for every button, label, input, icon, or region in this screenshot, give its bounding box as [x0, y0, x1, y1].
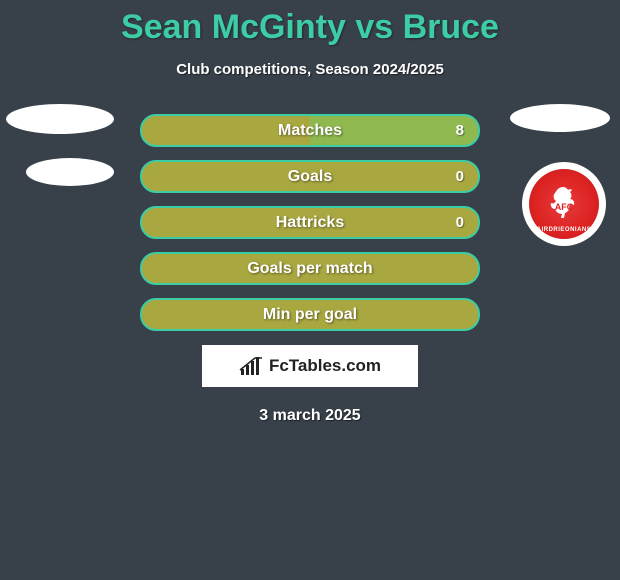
stat-right-goals: 0 — [456, 168, 464, 185]
page-title: Sean McGinty vs Bruce — [0, 0, 620, 47]
stat-label-goals: Goals — [288, 168, 332, 186]
generation-date: 3 march 2025 — [0, 407, 620, 425]
player-left-ellipse-2 — [26, 158, 114, 186]
stat-right-hattricks: 0 — [456, 214, 464, 231]
stat-label-hattricks: Hattricks — [276, 214, 344, 232]
stat-label-gpm: Goals per match — [247, 260, 372, 278]
subtitle: Club competitions, Season 2024/2025 — [0, 61, 620, 78]
badge-ring-text: AIRDRIEONIANS — [537, 227, 592, 233]
rooster-icon: AFC — [544, 184, 584, 224]
stat-bar-mpg: Min per goal — [140, 298, 480, 331]
stat-label-mpg: Min per goal — [263, 306, 357, 324]
watermark: FcTables.com — [202, 345, 418, 387]
player-left-ellipse-1 — [6, 104, 114, 134]
stat-bar-hattricks: Hattricks 0 — [140, 206, 480, 239]
stat-bar-matches: Matches 8 — [140, 114, 480, 147]
stat-bar-goals: Goals 0 — [140, 160, 480, 193]
club-badge-right: AFC AIRDRIEONIANS — [522, 162, 606, 246]
player-right-ellipse — [510, 104, 610, 132]
stat-right-matches: 8 — [456, 122, 464, 139]
club-badge-inner: AFC AIRDRIEONIANS — [529, 169, 599, 239]
stat-bar-gpm: Goals per match — [140, 252, 480, 285]
watermark-text: FcTables.com — [269, 356, 381, 376]
stats-panel: AFC AIRDRIEONIANS Matches 8 Goals 0 Hatt… — [0, 114, 620, 425]
bar-chart-icon — [239, 355, 265, 377]
badge-afc-text: AFC — [555, 202, 574, 212]
stat-label-matches: Matches — [278, 122, 342, 140]
